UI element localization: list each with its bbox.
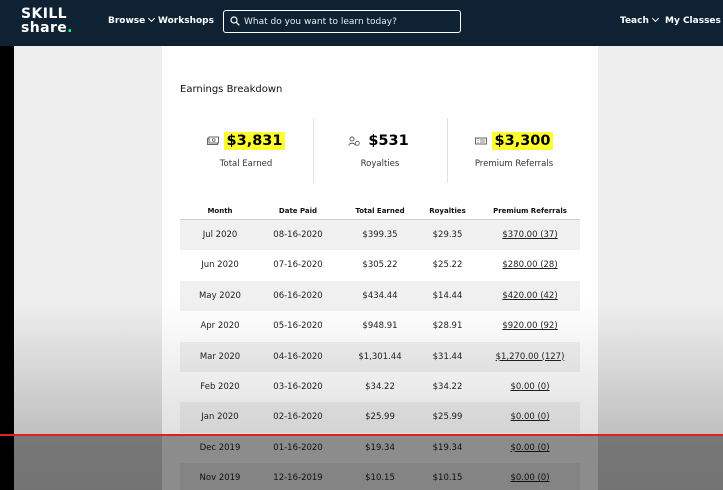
- divider: [447, 118, 448, 183]
- referrals-link[interactable]: $1,270.00 (127): [495, 351, 565, 362]
- column-header-month: Month: [207, 207, 233, 215]
- cell-royalties: $29.35: [432, 230, 463, 240]
- earnings-panel: Earnings Breakdown $3,831 Total Earned $…: [162, 46, 598, 490]
- annotation-red-line: [0, 434, 723, 436]
- logo-line-1: SKILL: [21, 6, 67, 22]
- referrals-link[interactable]: $280.00 (28): [502, 260, 558, 271]
- premium-referrals-label: Premium Referrals: [474, 159, 554, 169]
- search-bar[interactable]: [223, 10, 461, 33]
- table-row: Jul 2020 08-16-2020 $399.35 $29.35 $370.…: [180, 220, 580, 251]
- left-edge: [0, 46, 14, 490]
- cell-date-paid: 02-16-2020: [273, 412, 323, 423]
- cell-total-earned: $25.99: [365, 412, 395, 423]
- referrals-link[interactable]: $920.00 (92): [502, 321, 558, 332]
- cell-royalties: $10.15: [432, 473, 463, 484]
- total-earned-value: $3,831: [223, 132, 286, 150]
- top-nav: SKILL share. Browse Workshops Teach My C…: [0, 0, 723, 46]
- royalties-label: Royalties: [360, 159, 400, 169]
- browse-label: Browse: [108, 16, 146, 26]
- search-input[interactable]: [244, 14, 454, 30]
- cell-month: Feb 2020: [200, 381, 240, 392]
- total-earned-label: Total Earned: [219, 159, 273, 169]
- premium-referrals-value: $3,300: [491, 132, 554, 150]
- browse-menu[interactable]: Browse: [108, 14, 156, 26]
- table-row: Jan 2020 02-16-2020 $25.99 $25.99 $0.00 …: [180, 402, 580, 433]
- cell-month: Dec 2019: [199, 442, 241, 453]
- page-title: Earnings Breakdown: [180, 84, 283, 95]
- cell-total-earned: $305.22: [362, 260, 398, 271]
- cell-royalties: $25.22: [432, 260, 463, 271]
- column-header-premium-referrals: Premium Referrals: [493, 207, 567, 215]
- table-row: Dec 2019 01-16-2020 $19.34 $19.34 $0.00 …: [180, 433, 580, 463]
- cell-total-earned: $10.15: [365, 473, 395, 484]
- cell-total-earned: $948.91: [362, 321, 398, 332]
- cell-month: Jun 2020: [201, 260, 239, 271]
- cell-royalties: $25.99: [432, 412, 463, 423]
- cell-date-paid: 08-16-2020: [273, 230, 323, 240]
- cell-month: Nov 2019: [199, 473, 241, 484]
- cell-total-earned: $434.44: [362, 290, 398, 301]
- cell-date-paid: 01-16-2020: [273, 442, 323, 453]
- table-row: May 2020 06-16-2020 $434.44 $14.44 $420.…: [180, 280, 580, 312]
- cell-date-paid: 06-16-2020: [273, 290, 323, 301]
- table-row: Apr 2020 05-16-2020 $948.91 $28.91 $920.…: [180, 311, 580, 341]
- cell-total-earned: $1,301.44: [358, 351, 402, 362]
- chevron-down-icon: [148, 14, 156, 23]
- stat-premium-referrals: $3,300 Premium Referrals: [449, 130, 579, 169]
- table-row: Jun 2020 07-16-2020 $305.22 $25.22 $280.…: [180, 250, 580, 280]
- referrals-link[interactable]: $0.00 (0): [510, 442, 550, 453]
- earnings-table: Month Date Paid Total Earned Royalties P…: [180, 204, 580, 490]
- cell-total-earned: $399.35: [362, 230, 398, 240]
- cell-date-paid: 07-16-2020: [273, 260, 323, 271]
- table-row: Mar 2020 04-16-2020 $1,301.44 $31.44 $1,…: [180, 341, 580, 372]
- column-header-total-earned: Total Earned: [355, 207, 405, 215]
- stat-total-earned: $3,831 Total Earned: [181, 130, 311, 169]
- cell-date-paid: 12-16-2019: [273, 473, 323, 484]
- cell-royalties: $19.34: [432, 442, 463, 453]
- cell-royalties: $14.44: [432, 290, 463, 301]
- cash-icon: [206, 136, 219, 145]
- person-dollar-icon: [348, 136, 361, 146]
- royalties-value: $531: [368, 133, 409, 149]
- referrals-link[interactable]: $0.00 (0): [510, 473, 550, 484]
- cell-month: May 2020: [199, 290, 241, 301]
- table-row: Feb 2020 03-16-2020 $34.22 $34.22 $0.00 …: [180, 372, 580, 402]
- cell-month: Mar 2020: [199, 351, 241, 362]
- column-header-date-paid: Date Paid: [278, 207, 318, 215]
- cell-total-earned: $34.22: [365, 381, 395, 392]
- referrals-link[interactable]: $0.00 (0): [510, 381, 550, 392]
- logo-dot: .: [67, 20, 73, 36]
- my-classes-link[interactable]: My Classes: [665, 16, 721, 26]
- cell-total-earned: $19.34: [365, 442, 395, 453]
- referrals-link[interactable]: $0.00 (0): [510, 412, 550, 423]
- teach-menu[interactable]: Teach: [620, 14, 659, 26]
- stat-royalties: $531 Royalties: [315, 130, 445, 169]
- logo-line-2: share: [21, 20, 68, 36]
- referrals-link[interactable]: $420.00 (42): [502, 290, 558, 301]
- cell-royalties: $31.44: [432, 351, 463, 362]
- column-header-royalties: Royalties: [429, 207, 466, 215]
- skillshare-logo[interactable]: SKILL share.: [21, 7, 73, 35]
- cell-date-paid: 03-16-2020: [273, 381, 323, 392]
- cell-month: Apr 2020: [200, 321, 240, 332]
- search-icon: [230, 16, 240, 26]
- cell-date-paid: 04-16-2020: [273, 351, 323, 362]
- divider: [313, 118, 314, 183]
- teach-label: Teach: [620, 16, 649, 26]
- dimmed-overlay: [14, 436, 723, 490]
- cell-royalties: $34.22: [432, 381, 463, 392]
- referrals-link[interactable]: $370.00 (37): [502, 230, 558, 240]
- chevron-down-icon: [651, 14, 659, 23]
- ticket-icon: [474, 137, 487, 145]
- cell-date-paid: 05-16-2020: [273, 321, 323, 332]
- cell-month: Jan 2020: [201, 412, 239, 423]
- cell-royalties: $28.91: [432, 321, 463, 332]
- cell-month: Jul 2020: [202, 230, 238, 240]
- workshops-link[interactable]: Workshops: [158, 16, 214, 26]
- table-header: Month Date Paid Total Earned Royalties P…: [180, 204, 580, 220]
- table-row: Nov 2019 12-16-2019 $10.15 $10.15 $0.00 …: [180, 463, 580, 490]
